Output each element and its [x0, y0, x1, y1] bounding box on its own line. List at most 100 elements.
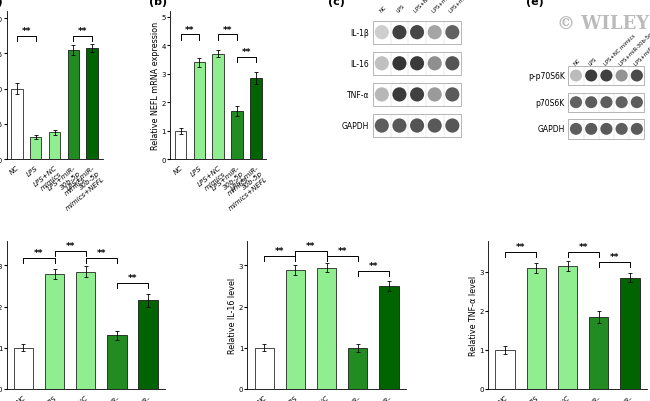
- Bar: [317, 268, 336, 389]
- Text: LPS+miR-30b-5p mimics+NEFL: LPS+miR-30b-5p mimics+NEFL: [633, 5, 650, 67]
- Text: NC: NC: [573, 58, 581, 67]
- Text: **: **: [34, 249, 44, 258]
- Text: **: **: [337, 247, 347, 256]
- Text: GAPDH: GAPDH: [342, 122, 369, 131]
- Ellipse shape: [630, 124, 643, 136]
- Ellipse shape: [601, 70, 612, 82]
- Bar: [495, 350, 515, 389]
- Ellipse shape: [570, 70, 582, 82]
- Bar: [175, 132, 187, 160]
- Text: LPS+NC mimics: LPS+NC mimics: [413, 0, 447, 14]
- Ellipse shape: [570, 97, 582, 109]
- FancyBboxPatch shape: [568, 93, 644, 113]
- Bar: [348, 348, 367, 389]
- Ellipse shape: [445, 57, 460, 71]
- Y-axis label: Relative NEFL mRNA expression: Relative NEFL mRNA expression: [151, 22, 161, 150]
- Ellipse shape: [445, 26, 460, 40]
- Bar: [49, 133, 60, 160]
- Ellipse shape: [375, 26, 389, 40]
- Bar: [107, 336, 127, 389]
- Ellipse shape: [428, 88, 442, 102]
- Bar: [194, 63, 205, 160]
- Bar: [213, 55, 224, 160]
- Text: NC: NC: [378, 5, 387, 14]
- Bar: [30, 137, 42, 160]
- Text: LPS+NC mimics: LPS+NC mimics: [603, 34, 636, 67]
- Text: GAPDH: GAPDH: [538, 125, 565, 134]
- Bar: [380, 286, 398, 389]
- Text: LPS: LPS: [588, 57, 598, 67]
- Text: TNF-α: TNF-α: [346, 91, 369, 100]
- Text: **: **: [223, 26, 233, 34]
- Bar: [138, 301, 158, 389]
- Text: **: **: [369, 261, 378, 270]
- FancyBboxPatch shape: [568, 67, 644, 86]
- Ellipse shape: [428, 119, 442, 133]
- Ellipse shape: [570, 124, 582, 136]
- Text: **: **: [185, 26, 195, 34]
- Bar: [76, 272, 96, 389]
- Text: IL-1β: IL-1β: [350, 28, 369, 38]
- Ellipse shape: [410, 88, 424, 102]
- Text: **: **: [128, 273, 137, 282]
- Text: LPS: LPS: [396, 3, 406, 14]
- FancyBboxPatch shape: [373, 53, 461, 76]
- Text: p70S6K: p70S6K: [536, 99, 565, 107]
- Bar: [11, 89, 23, 160]
- Bar: [558, 266, 577, 389]
- Ellipse shape: [630, 97, 643, 109]
- Text: **: **: [97, 249, 106, 258]
- Ellipse shape: [393, 26, 406, 40]
- Ellipse shape: [428, 26, 442, 40]
- Ellipse shape: [375, 119, 389, 133]
- FancyBboxPatch shape: [373, 84, 461, 107]
- Ellipse shape: [410, 26, 424, 40]
- Text: (e): (e): [526, 0, 543, 7]
- Text: **: **: [78, 27, 88, 36]
- Ellipse shape: [375, 57, 389, 71]
- Text: **: **: [66, 242, 75, 251]
- Bar: [526, 268, 546, 389]
- Text: **: **: [242, 48, 252, 57]
- FancyBboxPatch shape: [373, 115, 461, 138]
- Ellipse shape: [616, 70, 628, 82]
- Text: **: **: [516, 243, 525, 251]
- Ellipse shape: [375, 88, 389, 102]
- Ellipse shape: [393, 88, 406, 102]
- Text: p-p70S6K: p-p70S6K: [528, 72, 565, 81]
- Y-axis label: Relative TNF-α level: Relative TNF-α level: [469, 275, 478, 355]
- Text: LPS+miR-30b-5p mimics: LPS+miR-30b-5p mimics: [431, 0, 481, 14]
- Text: IL-16: IL-16: [350, 60, 369, 69]
- Bar: [589, 317, 608, 389]
- Bar: [231, 111, 243, 160]
- Y-axis label: Relative IL-16 level: Relative IL-16 level: [228, 277, 237, 353]
- Ellipse shape: [428, 57, 442, 71]
- Ellipse shape: [410, 119, 424, 133]
- Bar: [286, 270, 305, 389]
- Bar: [255, 348, 274, 389]
- Ellipse shape: [445, 119, 460, 133]
- Text: **: **: [610, 253, 619, 262]
- Text: (c): (c): [328, 0, 345, 7]
- Text: **: **: [578, 243, 588, 251]
- Text: (a): (a): [0, 0, 3, 7]
- Bar: [14, 348, 33, 389]
- Ellipse shape: [393, 57, 406, 71]
- Text: LPS+miR-30b-5p mimics: LPS+miR-30b-5p mimics: [618, 17, 650, 67]
- Text: © WILEY: © WILEY: [557, 15, 649, 33]
- Text: **: **: [306, 242, 316, 251]
- Ellipse shape: [393, 119, 406, 133]
- Ellipse shape: [585, 70, 597, 82]
- Text: (b): (b): [149, 0, 167, 7]
- Bar: [68, 51, 79, 160]
- Text: **: **: [21, 27, 31, 36]
- FancyBboxPatch shape: [373, 22, 461, 45]
- Text: **: **: [275, 247, 285, 256]
- Ellipse shape: [601, 97, 612, 109]
- Ellipse shape: [445, 88, 460, 102]
- Ellipse shape: [630, 70, 643, 82]
- Ellipse shape: [585, 97, 597, 109]
- Text: LPS+miR-30b-5p mimics+NEFL: LPS+miR-30b-5p mimics+NEFL: [448, 0, 511, 14]
- Ellipse shape: [616, 124, 628, 136]
- Bar: [620, 278, 640, 389]
